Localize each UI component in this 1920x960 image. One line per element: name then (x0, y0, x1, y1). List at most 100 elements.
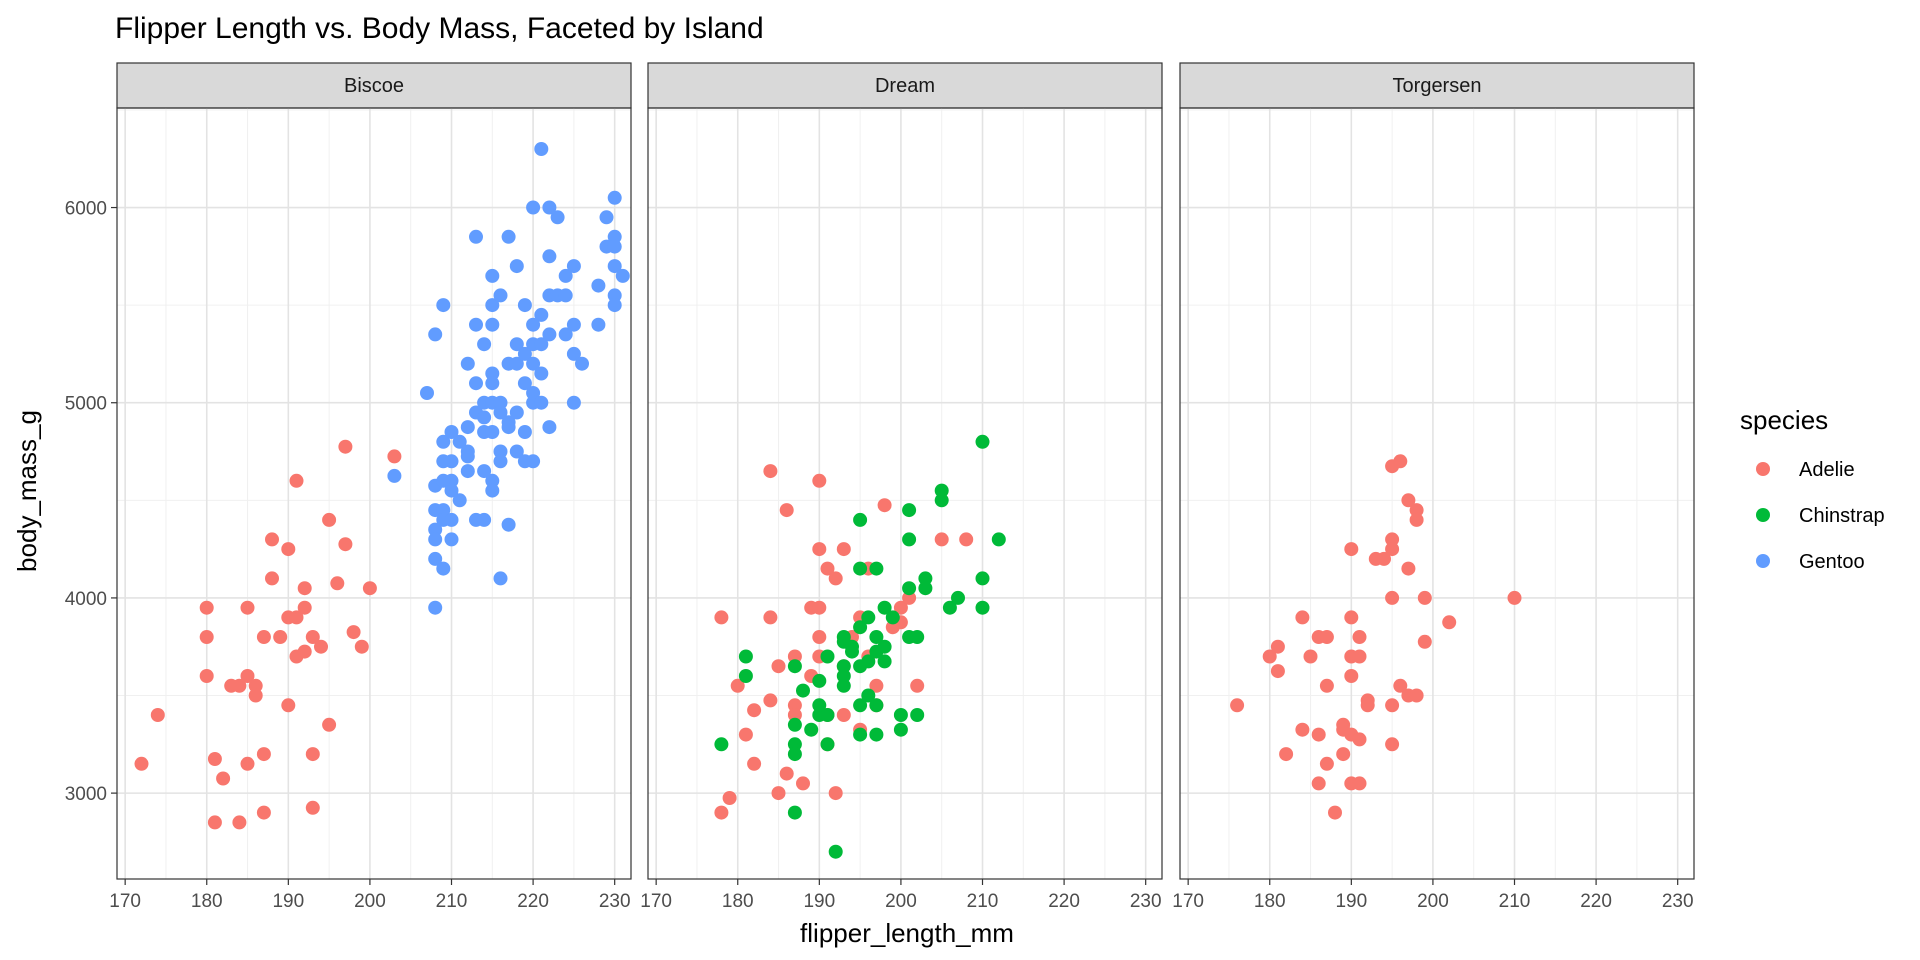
point-adelie (305, 630, 320, 644)
point-gentoo (477, 464, 492, 479)
point-chinstrap (861, 610, 876, 625)
point-adelie (1336, 747, 1351, 762)
point-gentoo (493, 288, 508, 303)
point-chinstrap (869, 698, 884, 713)
point-gentoo (493, 395, 508, 410)
point-adelie (796, 776, 810, 791)
facet-strip (647, 62, 1163, 109)
point-gentoo (469, 376, 483, 391)
point-gentoo (469, 229, 483, 244)
point-adelie (1311, 776, 1326, 791)
point-gentoo (452, 434, 467, 449)
x-tick-label: 190 (1335, 891, 1367, 912)
point-gentoo (517, 425, 532, 439)
point-adelie (1352, 630, 1367, 644)
point-chinstrap (820, 708, 835, 722)
point-gentoo (493, 444, 508, 459)
point-gentoo (558, 268, 573, 283)
point-chinstrap (845, 644, 859, 659)
x-tick-label: 220 (517, 891, 549, 912)
point-gentoo (607, 229, 622, 244)
point-adelie (248, 688, 263, 703)
y-axis-title: body_mass_g (12, 410, 42, 572)
facet-strip-label: Biscoe (344, 75, 404, 97)
point-gentoo (485, 425, 500, 439)
point-chinstrap (738, 649, 753, 664)
point-gentoo (493, 571, 508, 586)
x-tick-label: 170 (1172, 891, 1204, 912)
point-chinstrap (902, 503, 917, 518)
point-gentoo (534, 366, 549, 381)
point-adelie (747, 756, 762, 771)
legend: species Adelie Chinstrap Gentoo (1740, 405, 1885, 573)
point-adelie (305, 747, 320, 762)
point-chinstrap (836, 659, 851, 674)
point-adelie (763, 693, 778, 708)
point-gentoo (542, 327, 557, 342)
point-adelie (1507, 590, 1522, 605)
point-adelie (150, 708, 165, 722)
points (1230, 454, 1522, 820)
point-chinstrap (869, 630, 884, 644)
point-gentoo (493, 405, 508, 420)
point-gentoo (591, 278, 606, 293)
point-adelie (877, 498, 892, 513)
point-gentoo (501, 420, 516, 435)
point-gentoo (542, 420, 557, 435)
point-gentoo (436, 434, 451, 449)
point-gentoo (542, 249, 557, 264)
point-adelie (747, 703, 762, 718)
point-adelie (1352, 649, 1367, 664)
x-tick-label: 180 (722, 891, 754, 912)
point-gentoo (526, 454, 541, 469)
point-gentoo (526, 386, 541, 400)
point-adelie (779, 766, 794, 781)
point-chinstrap (861, 688, 876, 703)
point-adelie (820, 561, 835, 576)
point-gentoo (509, 405, 524, 420)
point-chinstrap (902, 532, 917, 547)
panel-border (1179, 107, 1695, 880)
point-adelie (232, 678, 247, 693)
point-adelie (836, 542, 851, 557)
point-gentoo (607, 190, 622, 205)
point-gentoo (436, 503, 451, 518)
x-tick-label: 190 (272, 891, 304, 912)
point-adelie (714, 805, 729, 820)
point-gentoo (460, 420, 475, 435)
point-chinstrap (853, 698, 868, 713)
point-gentoo (607, 298, 622, 313)
point-adelie (216, 771, 231, 786)
point-adelie (1385, 542, 1400, 557)
point-adelie (314, 639, 328, 654)
point-adelie (869, 678, 884, 693)
point-gentoo (575, 356, 589, 371)
point-chinstrap (893, 708, 908, 722)
point-adelie (1352, 732, 1367, 747)
point-gentoo (444, 425, 459, 439)
point-adelie (828, 571, 843, 586)
point-adelie (812, 542, 827, 557)
point-gentoo (477, 512, 492, 527)
point-adelie (1385, 737, 1400, 752)
point-adelie (771, 659, 786, 674)
point-chinstrap (918, 571, 933, 586)
point-chinstrap (853, 512, 868, 527)
point-adelie (1401, 561, 1416, 576)
point-adelie (787, 649, 802, 664)
point-adelie (248, 678, 263, 693)
point-adelie (289, 610, 304, 625)
facet-strip (1179, 62, 1695, 109)
point-gentoo (477, 410, 492, 425)
point-gentoo (517, 376, 532, 391)
point-adelie (812, 600, 827, 615)
point-adelie (1270, 639, 1285, 654)
legend-key-gentoo (1756, 554, 1770, 568)
point-chinstrap (812, 698, 827, 713)
point-adelie (1262, 649, 1277, 664)
point-chinstrap (869, 561, 884, 576)
point-chinstrap (991, 532, 1006, 547)
x-tick-label: 170 (640, 891, 672, 912)
point-adelie (1295, 722, 1310, 737)
point-adelie (1393, 454, 1408, 469)
